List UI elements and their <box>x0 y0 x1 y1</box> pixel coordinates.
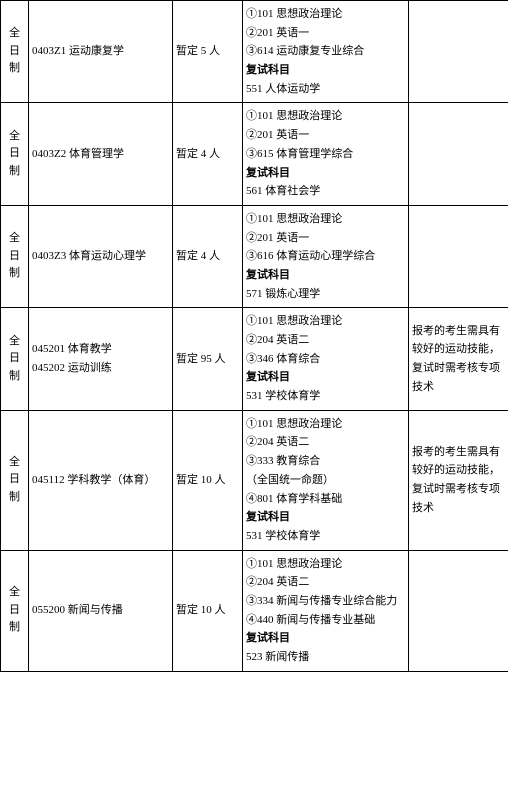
retest-label: 复试科目 <box>246 266 405 285</box>
major-cell: 055200 新闻与传播 <box>29 550 173 671</box>
subjects-cell: ①101 思想政治理论 ②204 英语二 ③333 教育综合 （全国统一命题） … <box>243 410 409 550</box>
admissions-table: 全日制 0403Z1 运动康复学 暂定 5 人 ①101 思想政治理论 ②201… <box>0 0 508 672</box>
quota-cell: 暂定 10 人 <box>173 410 243 550</box>
major-cell: 045112 学科教学（体育） <box>29 410 173 550</box>
mode-cell: 全日制 <box>1 205 29 307</box>
major-cell: 0403Z2 体育管理学 <box>29 103 173 205</box>
retest-label: 复试科目 <box>246 61 405 80</box>
major-cell: 0403Z1 运动康复学 <box>29 1 173 103</box>
quota-cell: 暂定 10 人 <box>173 550 243 671</box>
note-cell <box>409 1 508 103</box>
mode-cell: 全日制 <box>1 410 29 550</box>
table-row: 全日制 045112 学科教学（体育） 暂定 10 人 ①101 思想政治理论 … <box>1 410 508 550</box>
retest-label: 复试科目 <box>246 629 405 648</box>
mode-cell: 全日制 <box>1 308 29 410</box>
retest-label: 复试科目 <box>246 368 405 387</box>
quota-cell: 暂定 4 人 <box>173 103 243 205</box>
table-row: 全日制 055200 新闻与传播 暂定 10 人 ①101 思想政治理论 ②20… <box>1 550 508 671</box>
table-row: 全日制 0403Z2 体育管理学 暂定 4 人 ①101 思想政治理论 ②201… <box>1 103 508 205</box>
note-cell <box>409 205 508 307</box>
subjects-cell: ①101 思想政治理论 ②204 英语二 ③334 新闻与传播专业综合能力 ④4… <box>243 550 409 671</box>
note-cell: 报考的考生需具有较好的运动技能，复试时需考核专项技术 <box>409 308 508 410</box>
subjects-cell: ①101 思想政治理论 ②204 英语二 ③346 体育综合 复试科目 531 … <box>243 308 409 410</box>
table-row: 全日制 0403Z3 体育运动心理学 暂定 4 人 ①101 思想政治理论 ②2… <box>1 205 508 307</box>
quota-cell: 暂定 95 人 <box>173 308 243 410</box>
major-cell: 045201 体育教学 045202 运动训练 <box>29 308 173 410</box>
note-cell: 报考的考生需具有较好的运动技能，复试时需考核专项技术 <box>409 410 508 550</box>
major-cell: 0403Z3 体育运动心理学 <box>29 205 173 307</box>
note-cell <box>409 103 508 205</box>
quota-cell: 暂定 4 人 <box>173 205 243 307</box>
note-cell <box>409 550 508 671</box>
mode-cell: 全日制 <box>1 550 29 671</box>
retest-label: 复试科目 <box>246 164 405 183</box>
retest-label: 复试科目 <box>246 508 405 527</box>
subjects-cell: ①101 思想政治理论 ②201 英语一 ③614 运动康复专业综合 复试科目 … <box>243 1 409 103</box>
quota-cell: 暂定 5 人 <box>173 1 243 103</box>
subjects-cell: ①101 思想政治理论 ②201 英语一 ③616 体育运动心理学综合 复试科目… <box>243 205 409 307</box>
table-row: 全日制 045201 体育教学 045202 运动训练 暂定 95 人 ①101… <box>1 308 508 410</box>
mode-cell: 全日制 <box>1 1 29 103</box>
subjects-cell: ①101 思想政治理论 ②201 英语一 ③615 体育管理学综合 复试科目 5… <box>243 103 409 205</box>
table-row: 全日制 0403Z1 运动康复学 暂定 5 人 ①101 思想政治理论 ②201… <box>1 1 508 103</box>
mode-cell: 全日制 <box>1 103 29 205</box>
